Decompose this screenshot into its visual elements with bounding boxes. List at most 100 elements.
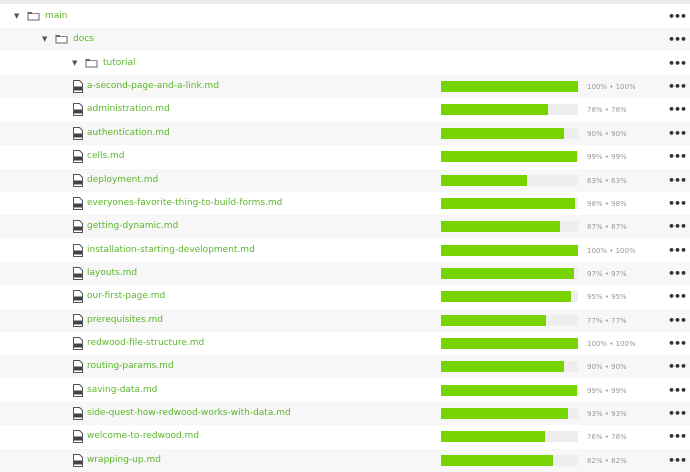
folder-name[interactable]: tutorial	[103, 57, 136, 68]
folder-row-1[interactable]: ▼ main •••	[0, 5, 690, 28]
row-menu-button[interactable]: •••	[668, 103, 687, 117]
folder-icon	[85, 58, 98, 68]
progress-label: 99% • 99%	[587, 386, 627, 395]
row-menu-button[interactable]: •••	[668, 337, 687, 351]
file-row[interactable]: administration.md 78% • 78% •••	[0, 98, 690, 121]
file-name-link[interactable]: side-quest-how-redwood-works-with-data.m…	[87, 408, 291, 419]
progress-fill	[441, 221, 561, 233]
file-row[interactable]: wrapping-up.md 82% • 82% •••	[0, 448, 690, 472]
file-name-link[interactable]: redwood-file-structure.md	[87, 338, 205, 349]
progress-label: 90% • 90%	[587, 129, 627, 138]
row-menu-button[interactable]: •••	[668, 33, 687, 47]
row-menu-button[interactable]: •••	[668, 407, 687, 421]
file-row[interactable]: saving-data.md 99% • 99% •••	[0, 379, 690, 402]
file-icon	[73, 453, 83, 467]
folder-row-3[interactable]: ▼ tutorial •••	[0, 52, 690, 75]
file-name-link[interactable]: a-second-page-and-a-link.md	[87, 81, 220, 92]
progress-fill	[441, 384, 577, 396]
progress-bar	[441, 127, 578, 139]
file-row[interactable]: our-first-page.md 95% • 95% •••	[0, 285, 690, 308]
row-menu-button[interactable]: •••	[668, 80, 687, 94]
row-menu-button[interactable]: •••	[668, 266, 687, 280]
row-menu-button[interactable]: •••	[668, 430, 687, 444]
file-row[interactable]: layouts.md 97% • 97% •••	[0, 261, 690, 285]
progress-bar	[441, 408, 578, 420]
file-icon	[73, 243, 83, 257]
row-menu-button[interactable]: •••	[668, 313, 687, 327]
file-name-link[interactable]: layouts.md	[87, 267, 138, 278]
folder-row-2[interactable]: ▼ docs •••	[0, 28, 690, 52]
file-name-link[interactable]: welcome-to-redwood.md	[87, 431, 200, 442]
row-menu-button[interactable]: •••	[668, 56, 687, 70]
row-menu-button[interactable]: •••	[668, 10, 687, 23]
file-row[interactable]: side-quest-how-redwood-works-with-data.m…	[0, 402, 690, 426]
file-name-link[interactable]: getting-dynamic.md	[87, 221, 179, 232]
progress-fill	[441, 338, 578, 350]
file-name-link[interactable]: installation-starting-development.md	[87, 244, 255, 255]
row-menu-button[interactable]: •••	[668, 243, 687, 257]
progress-bar	[441, 267, 578, 279]
file-row[interactable]: deployment.md 63% • 63% •••	[0, 168, 690, 192]
caret-down-icon[interactable]: ▼	[14, 12, 20, 20]
file-name-link[interactable]: deployment.md	[87, 174, 159, 185]
progress-label: 93% • 93%	[587, 410, 627, 419]
row-menu-button[interactable]: •••	[668, 453, 687, 467]
row-menu-button[interactable]: •••	[668, 173, 687, 187]
row-menu-button[interactable]: •••	[668, 220, 687, 234]
progress-label: 95% • 95%	[587, 293, 627, 302]
progress-fill	[441, 197, 576, 209]
file-name-link[interactable]: prerequisites.md	[87, 314, 163, 325]
progress-label: 100% • 100%	[587, 340, 636, 349]
file-icon	[73, 126, 83, 140]
top-edge	[0, 0, 690, 4]
file-row[interactable]: prerequisites.md 77% • 77% •••	[0, 308, 690, 332]
file-row[interactable]: redwood-file-structure.md 100% • 100% •••	[0, 332, 690, 355]
file-icon	[73, 150, 83, 164]
file-name-link[interactable]: our-first-page.md	[87, 291, 166, 302]
file-name-link[interactable]: wrapping-up.md	[87, 454, 161, 465]
caret-down-icon[interactable]: ▼	[72, 58, 78, 67]
file-icon	[73, 313, 83, 327]
file-icon	[73, 266, 83, 280]
progress-label: 76% • 76%	[587, 433, 627, 442]
file-name-link[interactable]: administration.md	[87, 104, 170, 115]
file-row[interactable]: installation-starting-development.md 100%…	[0, 239, 690, 262]
file-row[interactable]: cells.md 99% • 99% •••	[0, 145, 690, 168]
file-name-link[interactable]: cells.md	[87, 151, 125, 162]
row-menu-button[interactable]: •••	[668, 150, 687, 164]
file-row[interactable]: getting-dynamic.md 87% • 87% •••	[0, 215, 690, 239]
progress-label: 100% • 100%	[587, 246, 636, 255]
file-row[interactable]: authentication.md 90% • 90% •••	[0, 121, 690, 145]
row-menu-button[interactable]: •••	[668, 196, 687, 210]
folder-name[interactable]: docs	[73, 34, 94, 45]
file-icon	[73, 103, 83, 117]
progress-bar	[441, 197, 578, 209]
progress-fill	[441, 267, 574, 279]
file-row[interactable]: a-second-page-and-a-link.md 100% • 100% ••…	[0, 75, 690, 99]
file-row[interactable]: routing-params.md 90% • 90% •••	[0, 355, 690, 379]
progress-bar	[441, 104, 578, 116]
folder-name[interactable]: main	[45, 11, 68, 21]
file-name-link[interactable]: everyones-favorite-thing-to-build-forms.…	[87, 197, 283, 208]
file-name-link[interactable]: authentication.md	[87, 127, 170, 138]
row-menu-button[interactable]: •••	[668, 290, 687, 304]
progress-label: 97% • 97%	[587, 269, 627, 278]
progress-fill	[441, 454, 554, 466]
file-name-link[interactable]: saving-data.md	[87, 384, 158, 395]
file-name-link[interactable]: routing-params.md	[87, 361, 174, 372]
progress-bar	[441, 431, 578, 443]
file-icon	[73, 360, 83, 374]
progress-label: 82% • 82%	[587, 456, 627, 465]
progress-bar	[441, 384, 578, 396]
progress-bar	[441, 221, 578, 233]
file-row[interactable]: everyones-favorite-thing-to-build-forms.…	[0, 192, 690, 215]
file-row[interactable]: welcome-to-redwood.md 76% • 76% •••	[0, 425, 690, 448]
row-menu-button[interactable]: •••	[668, 126, 687, 140]
progress-label: 78% • 78%	[587, 106, 627, 115]
progress-fill	[441, 431, 546, 443]
row-menu-button[interactable]: •••	[668, 360, 687, 374]
progress-bar	[441, 174, 578, 186]
caret-down-icon[interactable]: ▼	[42, 35, 48, 44]
row-menu-button[interactable]: •••	[668, 383, 687, 397]
file-icon	[73, 196, 83, 210]
